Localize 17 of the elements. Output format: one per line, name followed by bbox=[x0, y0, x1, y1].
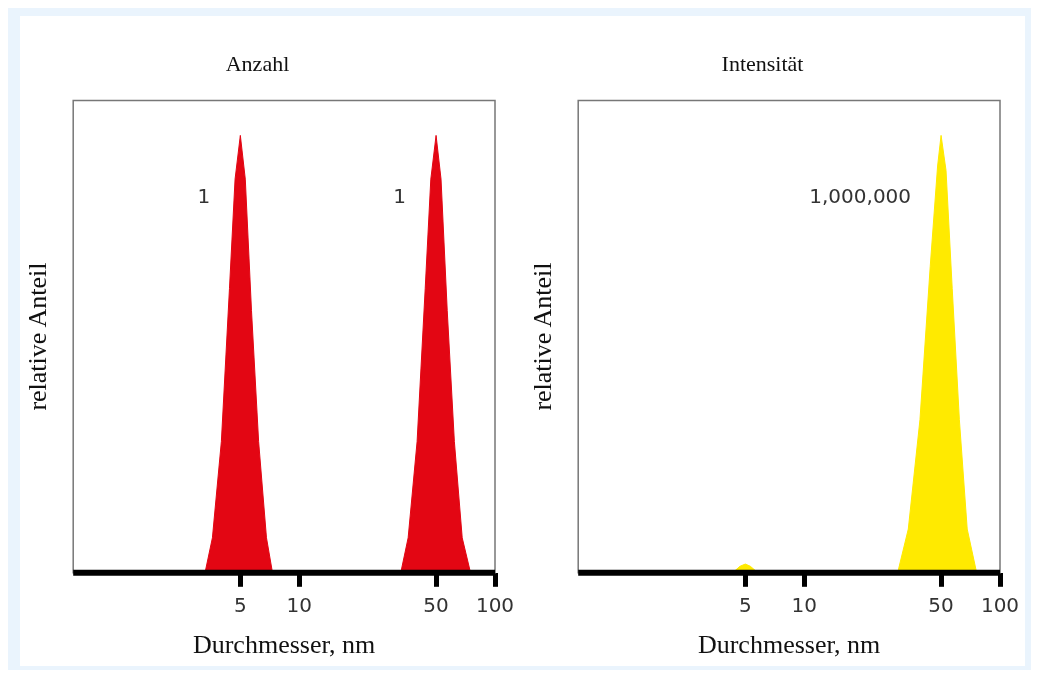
chart-title: Anzahl bbox=[225, 50, 290, 76]
x-tick-label: 100 bbox=[475, 593, 515, 617]
y-axis-title: relative Anteil bbox=[23, 262, 53, 411]
x-tick-label: 50 bbox=[423, 593, 449, 617]
x-tick-label: 5 bbox=[233, 593, 247, 617]
x-tick-label: 50 bbox=[928, 593, 954, 617]
annotation: 1 bbox=[393, 183, 407, 208]
x-tick-label: 10 bbox=[286, 593, 312, 617]
chart-title: Intensität bbox=[721, 50, 804, 76]
x-tick-label: 10 bbox=[791, 593, 817, 617]
annotation: 1 bbox=[197, 183, 211, 208]
annotation: 1,000,000 bbox=[809, 183, 912, 208]
x-axis-title: Durchmesser, nm bbox=[192, 630, 376, 660]
y-axis-title: relative Anteil bbox=[528, 262, 558, 411]
x-tick-label: 5 bbox=[738, 593, 752, 617]
x-axis-title: Durchmesser, nm bbox=[697, 630, 881, 660]
x-tick-label: 100 bbox=[980, 593, 1020, 617]
